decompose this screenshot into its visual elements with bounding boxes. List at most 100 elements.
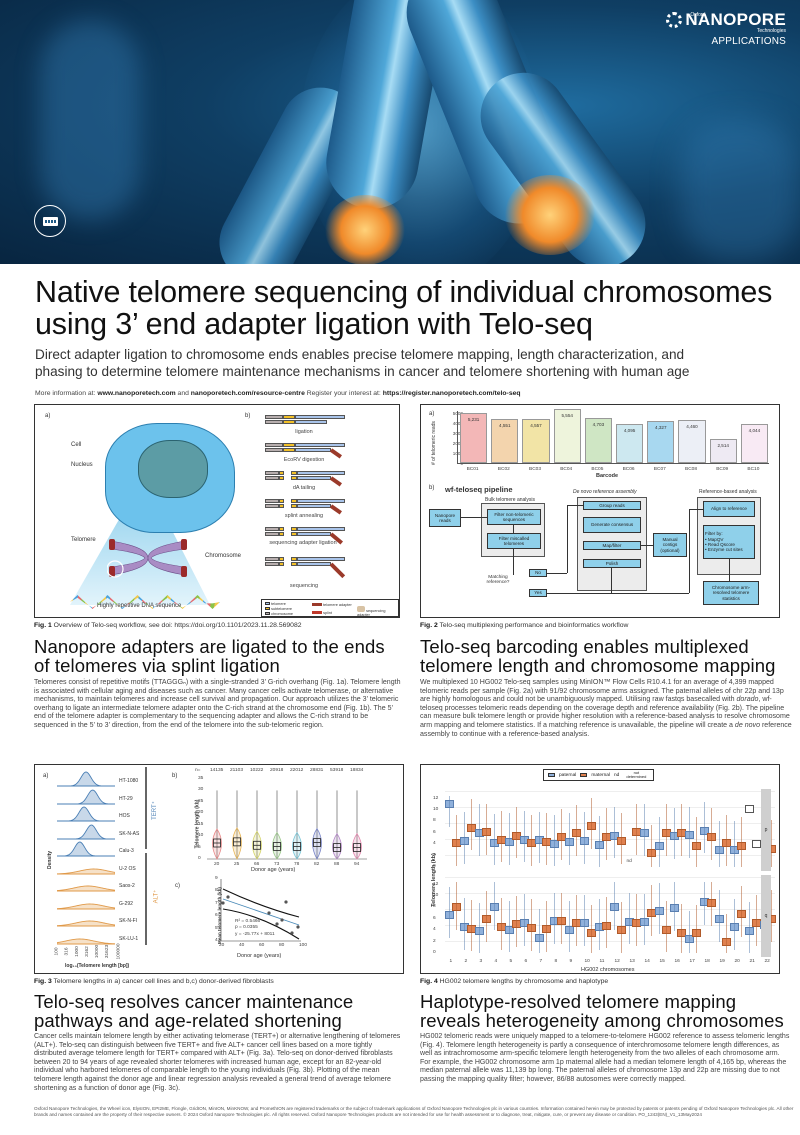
bar-value-label: 4,557	[530, 423, 542, 429]
background-chromosome-blur	[680, 120, 800, 260]
whisker	[576, 804, 577, 857]
x-tick: BC01	[466, 467, 479, 472]
filter-item: • MapQV	[705, 536, 724, 542]
whisker	[591, 904, 592, 953]
whisker	[629, 893, 630, 945]
whisker	[486, 803, 487, 856]
whisker	[464, 898, 465, 950]
x-tick: 9	[569, 959, 573, 964]
nucleus-label: Nucleus	[71, 462, 93, 468]
equation-annotation: y = -25.77x + 8011	[235, 932, 275, 937]
x-tick: 80	[279, 943, 285, 948]
box-chromosome-stats: Chromosome arm-resolved telomere statist…	[703, 581, 759, 605]
legend-not-determined: not determined	[626, 770, 647, 779]
section-4-heading: Haplotype-resolved telomere mapping reve…	[420, 992, 795, 1031]
whisker	[651, 824, 652, 867]
caption-label: Fig. 4	[420, 978, 438, 985]
sample-count: 18834	[350, 768, 364, 773]
bar-bc10: 4,044	[740, 424, 768, 463]
ridge-ht-29	[57, 787, 115, 805]
whisker	[689, 806, 690, 858]
y-tick: 15	[198, 821, 204, 827]
whisker	[734, 821, 735, 867]
heading-line: reveals heterogeneity among chromosomes	[420, 1009, 784, 1031]
register-prefix: Register your interest at:	[304, 390, 383, 397]
x-tick: BC03	[529, 467, 541, 472]
whisker	[644, 804, 645, 856]
r-squared-annotation: R² = 0.5466	[235, 919, 261, 924]
ridge-ht-1080	[57, 769, 115, 787]
body-text: reference assembly to continue with a re…	[420, 721, 792, 738]
sample-count: 14135	[210, 768, 224, 773]
violin-x-label: Donor age (years)	[251, 867, 296, 873]
ridge-sk-n-fi	[57, 909, 115, 927]
whisker	[636, 803, 637, 856]
filter-by-label: Filter by:	[705, 531, 723, 537]
workflow-construct	[265, 443, 345, 459]
filter-item: • Enzyme cut sites	[705, 547, 743, 553]
ridge-sk-n-as	[57, 822, 115, 840]
dna-label: Highly repetitive DNA sequence	[97, 603, 182, 609]
whisker	[509, 901, 510, 953]
x-tick: 17	[689, 959, 695, 964]
arrow	[689, 509, 703, 510]
whisker	[554, 892, 555, 944]
whisker	[681, 904, 682, 953]
subtitle-line-1: Direct adapter ligation to chromosome en…	[35, 347, 685, 362]
y-tick: 35	[198, 776, 204, 781]
legend-maternal: maternal	[591, 772, 611, 778]
x-tick: BC08	[685, 467, 697, 472]
ridge-g-292	[57, 892, 115, 910]
step-splint-annealing: splint annealing	[284, 513, 324, 519]
x-tick: 73	[274, 862, 280, 867]
y-tick: 8	[433, 904, 436, 910]
whisker	[689, 910, 690, 953]
filter-item-text: MapQV	[707, 536, 724, 542]
whisker	[539, 909, 540, 953]
x-tick: 40	[239, 943, 245, 948]
x-tick: 6	[524, 959, 528, 964]
whisker	[666, 804, 667, 856]
flow-cell-icon	[42, 216, 58, 226]
resource-centre-link[interactable]: nanoporetech.com/resource-centre	[190, 390, 305, 397]
cell-line-label: U-2 OS	[119, 865, 136, 872]
bar-value-label: 4,551	[499, 423, 511, 429]
x-tick: 22	[764, 959, 770, 964]
whisker	[621, 812, 622, 865]
register-link[interactable]: https://register.nanoporetech.com/telo-s…	[382, 390, 521, 397]
whisker	[554, 815, 555, 867]
whisker	[531, 899, 532, 951]
panel-label-a: a)	[43, 773, 49, 779]
bar-bc07: 4,327	[647, 421, 675, 463]
arrow	[513, 525, 514, 533]
figure-3: a) Density HT-1080 HT-29 HOS SK-N-AS Calu-3 U…	[34, 764, 404, 974]
arrow	[729, 559, 730, 581]
whisker	[606, 808, 607, 860]
y-tick: 0	[433, 864, 436, 869]
whisker	[561, 892, 562, 944]
whisker	[734, 898, 735, 951]
title-line-1: Native telomere sequencing of individual…	[35, 275, 773, 309]
workflow-construct	[265, 415, 345, 424]
whisker	[719, 890, 720, 942]
group-bulk-label: Bulk telomere analysis	[485, 497, 536, 503]
alt-bracket	[145, 853, 147, 945]
more-info-line: More information at: www.nanoporetech.co…	[35, 390, 521, 397]
bar-bc09: 2,514	[709, 438, 737, 463]
alt-group-label: ALT⁺	[153, 889, 160, 904]
x-tick: 16	[674, 959, 680, 964]
y-tick: 10	[198, 833, 204, 839]
fig4-y-label: Telomere length (kb)	[430, 853, 437, 907]
x-tick: 2	[464, 959, 468, 964]
whisker	[479, 902, 480, 953]
ridge-hos	[57, 804, 115, 822]
x-tick: BC05	[591, 467, 604, 472]
figure-3-caption: Fig. 3 Telomere lengths in a) cancer cel…	[34, 978, 274, 985]
whisker	[599, 898, 600, 951]
telomere-label: Telomere	[71, 537, 96, 543]
y-tick: 2	[433, 938, 436, 944]
body-text: We multiplexed 10 HG002 Telo-seq samples…	[420, 679, 784, 704]
whisker	[644, 893, 645, 946]
nanoporetech-link[interactable]: www.nanoporetech.com	[97, 390, 176, 397]
y-tick: 8	[433, 818, 436, 824]
